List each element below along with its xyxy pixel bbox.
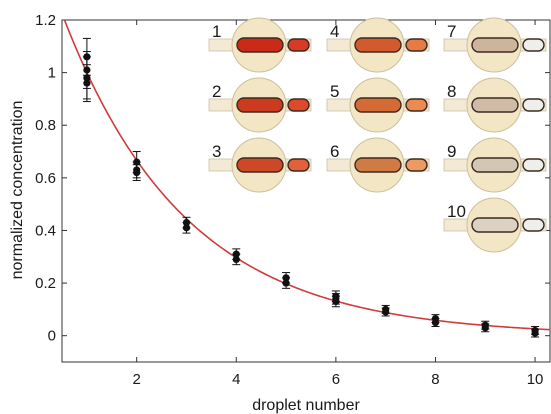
trapped-droplet	[354, 157, 402, 173]
y-tick-label: 0.6	[35, 170, 56, 187]
inset-label: 1	[212, 22, 221, 41]
fit-curve	[63, 20, 550, 331]
droplet-inset: 4	[326, 17, 430, 73]
data-point	[132, 164, 141, 181]
point-marker	[431, 318, 440, 327]
trailing-droplet	[287, 38, 310, 52]
data-point	[182, 222, 191, 234]
point-marker	[232, 255, 240, 263]
point-marker	[332, 297, 340, 306]
point-marker	[531, 329, 539, 337]
plot-frame	[61, 19, 551, 363]
trapped-droplet	[236, 97, 284, 113]
x-tick-label: 4	[232, 371, 240, 388]
point-marker	[282, 279, 290, 287]
point-marker	[481, 324, 489, 332]
x-tick-label: 8	[431, 371, 439, 388]
inset-label: 8	[447, 82, 456, 101]
data-point	[82, 64, 91, 103]
droplet-inset: 10	[443, 197, 547, 253]
trapped-droplet	[471, 97, 519, 113]
inset-label: 9	[447, 142, 456, 161]
trailing-droplet	[405, 158, 428, 172]
y-tick-label: 0.8	[35, 117, 56, 134]
y-tick-label: 0.2	[35, 275, 56, 292]
data-point	[381, 307, 390, 317]
droplet-inset: 1	[208, 17, 312, 73]
droplet-inset: 5	[326, 77, 430, 133]
inset-label: 10	[447, 202, 466, 221]
droplet-inset: 8	[443, 77, 547, 133]
trailing-droplet	[405, 98, 428, 112]
data-point	[331, 295, 340, 308]
trailing-droplet	[405, 38, 428, 52]
y-axis-label: normalized concentration	[9, 101, 26, 280]
trailing-droplet	[522, 98, 545, 112]
droplet-inset: 7	[443, 17, 547, 73]
inset-label: 5	[330, 82, 339, 101]
x-axis-ticks: 2 4 6 8 10	[133, 20, 544, 388]
y-tick-label: 1.2	[35, 12, 56, 29]
trapped-droplet	[471, 217, 519, 233]
point-marker	[382, 308, 390, 316]
x-tick-label: 10	[527, 371, 544, 388]
inset-label: 2	[212, 82, 221, 101]
droplet-inset: 6	[326, 137, 430, 193]
droplet-inset: 2	[208, 77, 312, 133]
droplet-insets: 1 2 3 4 5 6 7 8 9 10	[208, 17, 547, 253]
point-marker	[133, 168, 141, 177]
data-point	[481, 323, 490, 333]
trapped-droplet	[236, 37, 284, 53]
y-axis-ticks: 0 0.2 0.4 0.6 0.8 1 1.2	[35, 12, 550, 345]
droplet-inset: 9	[443, 137, 547, 193]
inset-label: 4	[330, 22, 339, 41]
trailing-droplet	[522, 38, 545, 52]
trapped-droplet	[354, 37, 402, 53]
data-point	[431, 318, 440, 327]
point-marker	[182, 224, 191, 232]
inset-label: 7	[447, 22, 456, 41]
y-tick-label: 0	[48, 328, 56, 345]
inset-label: 6	[330, 142, 339, 161]
trailing-droplet	[522, 218, 545, 232]
y-tick-label: 0.4	[35, 222, 56, 239]
data-points	[82, 37, 540, 338]
y-tick-label: 1	[48, 65, 56, 82]
data-point	[232, 253, 241, 266]
trailing-droplet	[522, 158, 545, 172]
trapped-droplet	[354, 97, 402, 113]
x-axis-label: droplet number	[252, 397, 360, 414]
trailing-droplet	[287, 98, 310, 112]
trapped-droplet	[471, 37, 519, 53]
x-tick-label: 2	[133, 371, 141, 388]
trapped-droplet	[236, 157, 284, 173]
point-marker	[83, 79, 91, 87]
data-point	[282, 277, 291, 289]
data-point	[531, 328, 540, 338]
trapped-droplet	[471, 157, 519, 173]
x-tick-label: 6	[332, 371, 340, 388]
trailing-droplet	[287, 158, 310, 172]
droplet-inset: 3	[208, 137, 312, 193]
inset-label: 3	[212, 142, 221, 161]
